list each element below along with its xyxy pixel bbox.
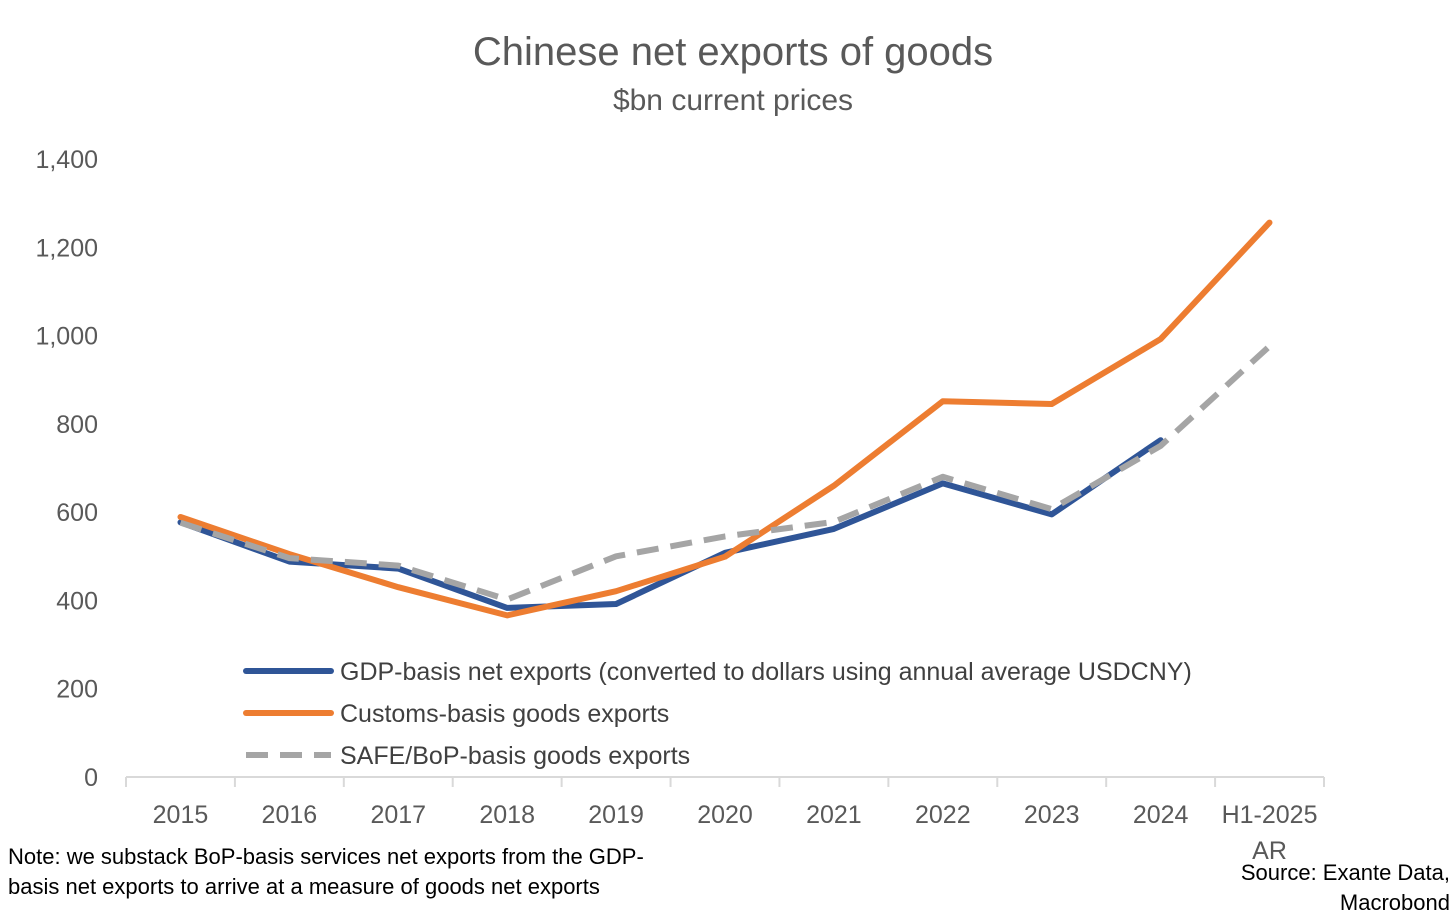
- y-tick-label: 800: [56, 411, 98, 439]
- y-tick-label: 600: [56, 499, 98, 527]
- series-line-customs-basis: [177, 219, 1273, 619]
- y-tick-label: 1,000: [35, 323, 98, 351]
- legend-label: GDP-basis net exports (converted to doll…: [340, 658, 1192, 686]
- legend-label: SAFE/BoP-basis goods exports: [340, 742, 690, 770]
- footnote-line: basis net exports to arrive at a measure…: [8, 874, 600, 899]
- x-tick-label: 2015: [153, 801, 209, 829]
- x-tick-label: 2017: [370, 801, 426, 829]
- y-tick-label: 1,200: [35, 234, 98, 262]
- legend-label: Customs-basis goods exports: [340, 700, 669, 728]
- x-tick-label: 2023: [1024, 801, 1080, 829]
- source-note: Source: Exante Data, Macrobond: [1190, 858, 1450, 918]
- y-tick-label: 200: [56, 676, 98, 704]
- y-axis: 0 200 400 600 800 1,000 1,200 1,400: [35, 146, 98, 792]
- footnote: Note: we substack BoP-basis services net…: [8, 842, 728, 902]
- source-line: Source: Exante Data,: [1240, 860, 1450, 885]
- x-tick-label: H1-2025 AR: [1222, 801, 1318, 865]
- x-tick-label: 2024: [1133, 801, 1189, 829]
- series-line-gdp-basis: [177, 437, 1164, 611]
- chart-subtitle: $bn current prices: [612, 84, 854, 117]
- source-line: Macrobond: [1339, 890, 1450, 915]
- x-tick-label: 2020: [697, 801, 753, 829]
- y-tick-label: 0: [84, 764, 98, 792]
- legend: GDP-basis net exports (converted to doll…: [243, 658, 1192, 770]
- y-tick-label: 400: [56, 587, 98, 615]
- x-tick-label: 2016: [262, 801, 318, 829]
- series-line-safe-bop-basis: [179, 343, 1272, 603]
- x-tick-label: 2021: [806, 801, 862, 829]
- series-layer: [177, 219, 1273, 619]
- x-axis: 2015 2016 2017 2018 2019 2020 2021 2022 2023 2024…: [125, 776, 1325, 865]
- x-tick-label: 2022: [915, 801, 971, 829]
- x-tick-label: 2018: [479, 801, 535, 829]
- x-tick-label: 2019: [588, 801, 644, 829]
- footnote-line: Note: we substack BoP-basis services net…: [8, 844, 644, 869]
- y-tick-label: 1,400: [35, 146, 98, 174]
- chart-title: Chinese net exports of goods: [472, 30, 994, 74]
